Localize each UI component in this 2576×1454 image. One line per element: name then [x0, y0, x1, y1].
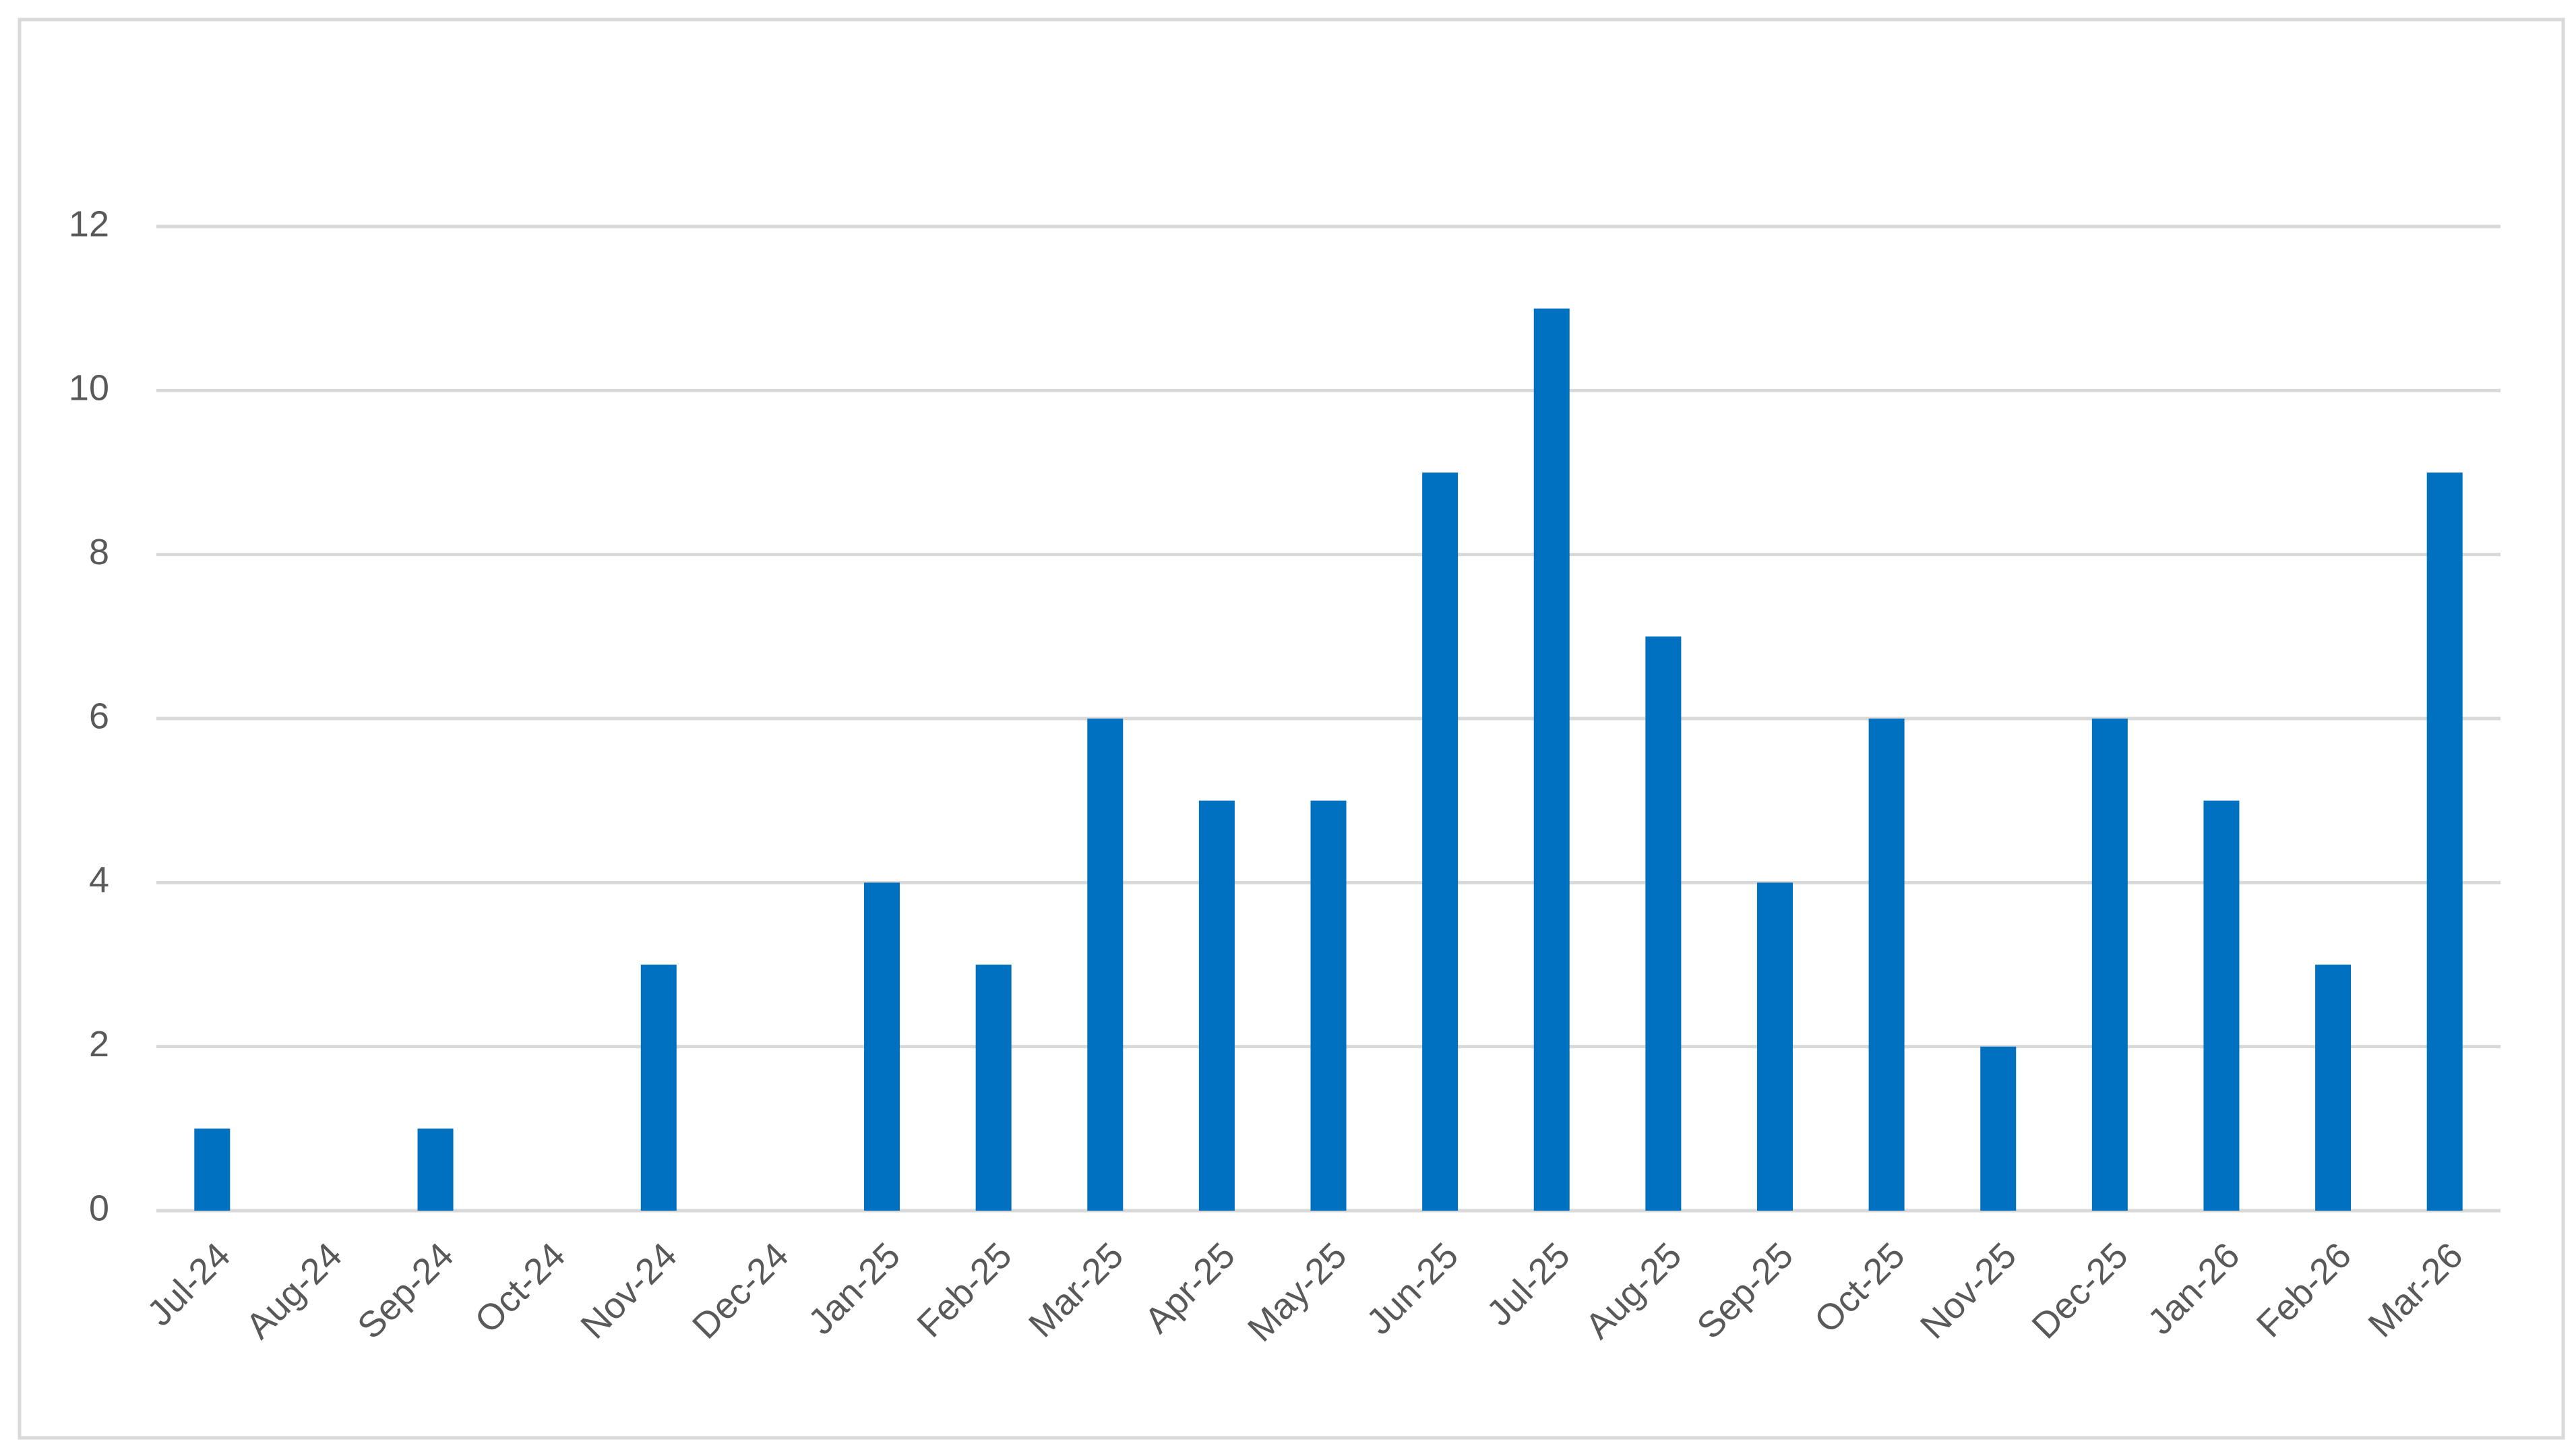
bar	[1756, 882, 1793, 1211]
bar	[1645, 636, 1682, 1211]
y-tick-label: 2	[89, 1024, 109, 1064]
bar	[975, 965, 1012, 1211]
bar	[2315, 965, 2352, 1211]
bar	[2426, 473, 2463, 1211]
y-tick-label: 10	[69, 368, 109, 408]
bar	[1198, 800, 1235, 1211]
y-tick-label: 4	[89, 860, 109, 901]
bar	[640, 965, 677, 1211]
bar	[1422, 473, 1459, 1211]
bar	[864, 882, 900, 1211]
y-tick-label: 6	[89, 696, 109, 736]
y-tick-label: 0	[89, 1188, 109, 1228]
bar	[2203, 800, 2240, 1211]
bar	[1087, 719, 1124, 1211]
bar	[1310, 800, 1347, 1211]
y-tick-label: 12	[69, 204, 109, 244]
bar	[1533, 308, 1570, 1211]
bar	[194, 1128, 231, 1211]
bar	[1868, 719, 1905, 1211]
y-tick-label: 8	[89, 532, 109, 572]
chart-border	[18, 18, 2565, 1440]
bar	[417, 1128, 454, 1211]
bar	[1980, 1046, 2017, 1211]
bar	[2091, 719, 2128, 1211]
